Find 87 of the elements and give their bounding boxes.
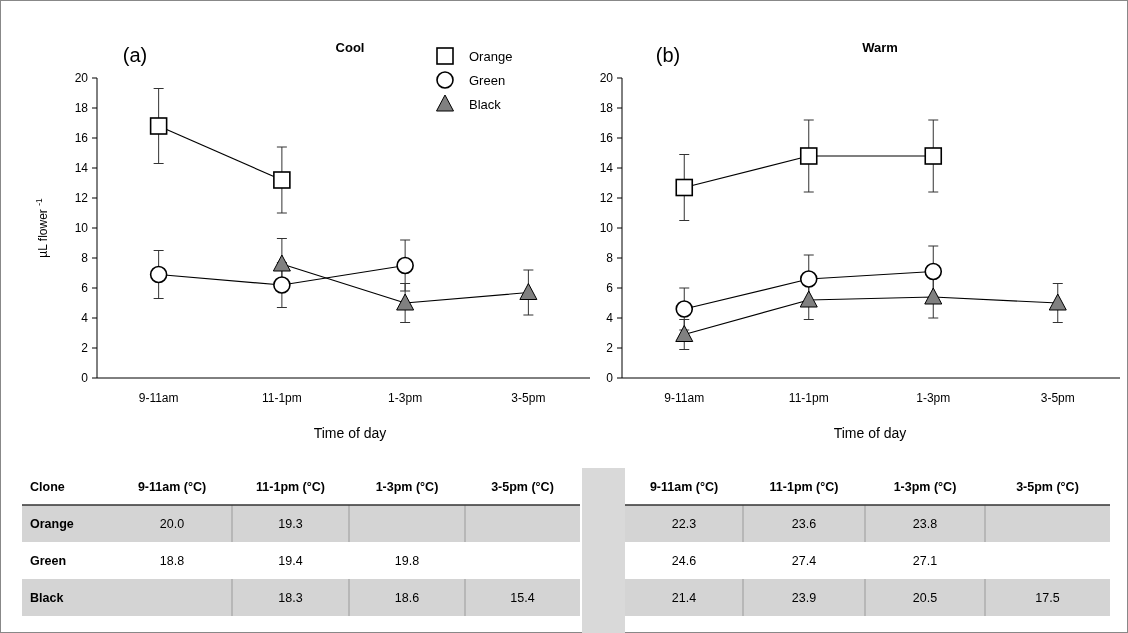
point <box>396 256 414 275</box>
point <box>149 117 168 135</box>
data-label: 18.8 <box>159 553 185 568</box>
data-label: 19.4 <box>278 553 303 568</box>
data-label: 23.6 <box>791 516 817 531</box>
point <box>149 265 168 284</box>
data-label: 21.4 <box>671 590 697 605</box>
point <box>924 287 943 305</box>
y-tick-label: 10 <box>74 221 89 236</box>
y-tick-label: 14 <box>599 161 614 176</box>
x-tick-label: 11-1pm <box>788 391 829 405</box>
data-label: 22.3 <box>671 516 697 531</box>
x-tick-label: 1-3pm <box>916 391 951 405</box>
x-tick-label: 1-3pm (°C) <box>893 479 957 494</box>
point <box>675 325 694 342</box>
y-tick-label: 0 <box>81 371 89 386</box>
chart-title: Cool <box>335 40 365 55</box>
point <box>799 290 818 308</box>
point <box>924 262 943 281</box>
x-tick-label: 11-1pm <box>261 391 302 405</box>
legend-label: Orange <box>469 48 513 64</box>
y-tick-label: 6 <box>81 281 89 296</box>
x-tick-label: 1-3pm (°C) <box>375 479 439 494</box>
point <box>675 300 694 318</box>
y-tick-label: 18 <box>74 101 89 116</box>
y-tick-label: 12 <box>599 191 614 206</box>
data-label: 27.1 <box>912 553 938 568</box>
y-tick-label: 18 <box>599 101 614 116</box>
y-tick-label: 4 <box>606 311 614 326</box>
y-tick-label: 2 <box>81 341 89 356</box>
y-tick-label: Black <box>30 590 64 605</box>
x-axis-title: Time of day <box>833 425 907 441</box>
y-tick-label: 16 <box>599 131 614 146</box>
point <box>272 254 291 272</box>
text: (a) <box>122 44 148 66</box>
y-tick-label: 20 <box>599 71 614 86</box>
y-tick-label: 20 <box>74 71 89 86</box>
y-tick-label: 14 <box>74 161 89 176</box>
point <box>675 178 694 197</box>
y-axis-title: Clone <box>30 479 65 494</box>
data-label: 18.6 <box>394 590 420 605</box>
y-tick-label: 2 <box>606 341 614 356</box>
x-tick-label: 9-11am <box>138 391 179 405</box>
data-label: 20.0 <box>159 516 185 531</box>
point <box>924 147 943 165</box>
y-tick-label: 0 <box>606 371 614 386</box>
x-tick-label: 11-1pm (°C) <box>769 479 839 494</box>
data-label: 27.4 <box>791 553 817 568</box>
point <box>799 147 818 165</box>
point <box>273 171 291 189</box>
y-tick-label: 10 <box>599 221 614 236</box>
data-label: 23.9 <box>791 590 817 605</box>
x-tick-label: 9-11am (°C) <box>649 479 719 494</box>
text: (b) <box>655 44 681 66</box>
x-tick-label: 9-11am <box>664 391 705 405</box>
x-axis-title: Time of day <box>313 425 387 441</box>
legend-label: Green <box>469 72 506 88</box>
y-tick-label: Green <box>30 553 67 568</box>
y-tick-label: 4 <box>81 311 89 326</box>
y-tick-label: 8 <box>606 251 614 266</box>
point <box>273 276 291 294</box>
x-tick-label: 11-1pm (°C) <box>256 479 325 494</box>
point <box>1048 293 1067 311</box>
point <box>519 283 538 300</box>
data-label: 15.4 <box>510 590 535 605</box>
x-tick-label: 3-5pm <box>511 391 546 405</box>
data-label: 19.3 <box>278 516 303 531</box>
y-tick-label: 6 <box>606 281 614 296</box>
y-tick-label: 12 <box>74 191 89 206</box>
data-label: 18.3 <box>278 590 303 605</box>
legend-label: Black <box>469 96 502 112</box>
point <box>799 270 818 288</box>
data-label: 17.5 <box>1035 590 1060 605</box>
y-tick-label: 16 <box>74 131 89 146</box>
x-tick-label: 3-5pm <box>1040 391 1075 405</box>
y-tick-label: Orange <box>30 516 74 531</box>
x-tick-label: 3-5pm (°C) <box>1016 479 1079 494</box>
x-tick-label: 9-11am (°C) <box>137 479 207 494</box>
point <box>396 293 415 311</box>
data-label: 24.6 <box>671 553 697 568</box>
data-label: 23.8 <box>912 516 938 531</box>
x-tick-label: 3-5pm (°C) <box>491 479 554 494</box>
y-tick-label: 8 <box>81 251 89 266</box>
x-tick-label: 1-3pm <box>388 391 423 405</box>
data-label: 19.8 <box>394 553 420 568</box>
chart-title: Warm <box>862 40 898 55</box>
data-label: 20.5 <box>912 590 938 605</box>
